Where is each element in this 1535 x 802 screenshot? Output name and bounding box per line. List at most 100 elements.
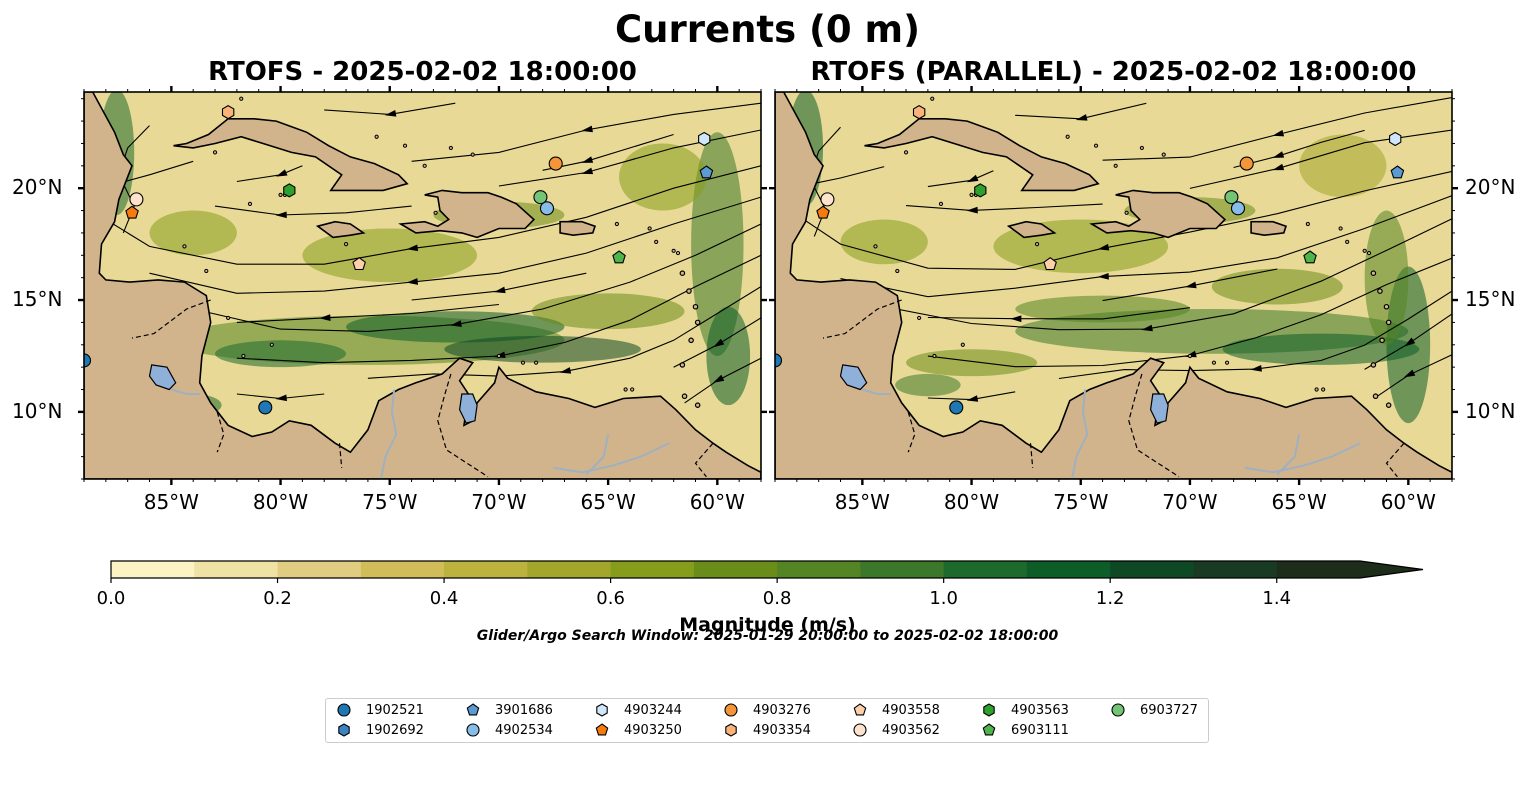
legend-marker xyxy=(466,703,480,716)
legend-marker xyxy=(725,723,737,737)
streamline-arrow xyxy=(581,125,593,133)
small-island xyxy=(422,163,427,168)
platform-marker-4903250 xyxy=(125,205,139,219)
small-island xyxy=(895,268,900,274)
small-island xyxy=(969,192,974,198)
streamline xyxy=(236,303,499,323)
river xyxy=(171,388,200,395)
land-puerto-rico xyxy=(559,220,597,237)
y-tick-label: 15°N xyxy=(12,287,63,312)
legend-entry-4902534: 4902534 xyxy=(465,722,553,738)
island xyxy=(1377,288,1383,294)
platform-marker-4903562 xyxy=(820,192,835,207)
platform-marker-4903354 xyxy=(912,104,926,120)
small-island xyxy=(1362,248,1367,253)
island xyxy=(1370,362,1377,368)
colorbar-segment xyxy=(444,561,528,578)
streamline-arrow xyxy=(1272,163,1285,171)
current-speed-patch xyxy=(619,143,707,211)
hexagon-marker-icon xyxy=(983,703,995,717)
colorbar-segment xyxy=(777,561,861,578)
platform-marker-1902521 xyxy=(258,400,273,415)
colorbar-segment xyxy=(610,561,695,578)
small-island xyxy=(343,242,349,247)
colorbar-segment xyxy=(1276,561,1361,578)
island xyxy=(686,288,692,294)
platform-marker-6903111 xyxy=(1303,250,1317,264)
current-speed-patch xyxy=(1299,134,1387,198)
legend-marker xyxy=(853,703,867,716)
small-island xyxy=(873,244,878,249)
hexagon-marker-icon xyxy=(338,723,350,737)
country-border xyxy=(1029,443,1034,468)
small-island xyxy=(247,201,253,206)
current-speed-patch xyxy=(706,306,751,406)
colorbar-tick-label: 1.4 xyxy=(1262,588,1292,609)
legend-marker xyxy=(596,703,608,717)
small-island xyxy=(1124,210,1129,215)
small-island xyxy=(239,96,244,101)
island xyxy=(688,337,694,344)
legend-label: 4903244 xyxy=(624,702,682,718)
streamline-arrow xyxy=(319,314,331,321)
platform-marker-1902521 xyxy=(775,353,783,368)
country-border xyxy=(131,299,211,339)
current-speed-patch xyxy=(906,349,1038,377)
platform-marker-6903727 xyxy=(1224,190,1239,205)
y-tick-label: 20°N xyxy=(1465,175,1516,200)
streamline-arrow xyxy=(1097,272,1109,280)
map-frame xyxy=(83,91,762,480)
circle-marker-icon xyxy=(337,703,351,717)
current-speed-patch xyxy=(346,311,565,343)
streamline-arrow xyxy=(712,374,725,383)
small-island xyxy=(448,145,453,151)
current-speed-patch xyxy=(691,132,744,356)
y-tick-label: 10°N xyxy=(1465,398,1516,423)
island xyxy=(1370,270,1377,276)
legend-label: 4903558 xyxy=(882,702,940,718)
streamline xyxy=(498,129,761,187)
island xyxy=(692,303,699,310)
small-island xyxy=(1211,360,1217,365)
legend-marker xyxy=(338,723,350,737)
colorbar-tick-label: 0.6 xyxy=(596,588,625,609)
current-speed-patch xyxy=(531,293,685,330)
river xyxy=(380,389,398,479)
small-island xyxy=(917,315,922,321)
x-tick-label: 85°W xyxy=(834,490,890,514)
small-island xyxy=(1338,226,1343,231)
streamline-arrow xyxy=(713,338,725,348)
legend-marker xyxy=(853,723,867,737)
colorbar-tick-label: 0.2 xyxy=(263,588,292,609)
small-island xyxy=(1305,221,1310,227)
legend-entry-4903250: 4903250 xyxy=(594,722,682,738)
small-island xyxy=(614,221,619,227)
colorbar-segment xyxy=(860,561,945,578)
small-island xyxy=(269,342,274,347)
streamline xyxy=(927,257,1452,368)
colorbar-segment xyxy=(943,561,1028,578)
legend-entry-6903111: 6903111 xyxy=(981,722,1069,738)
map-panel-rtofs xyxy=(78,86,767,485)
small-island xyxy=(1034,242,1040,247)
streamline xyxy=(236,254,761,364)
land-mainland xyxy=(84,92,761,479)
land-hispaniola xyxy=(1089,189,1227,239)
river xyxy=(1244,442,1361,474)
small-island xyxy=(533,360,539,365)
streamline-arrow xyxy=(1185,281,1197,289)
streamline-arrow xyxy=(1403,369,1416,378)
streamline xyxy=(927,307,1190,320)
streamline-arrow xyxy=(1010,315,1022,323)
legend-marker xyxy=(724,703,738,717)
land-jamaica xyxy=(315,220,366,239)
colorbar-tick-label: 1.0 xyxy=(929,588,958,609)
colorbar-segment xyxy=(1026,561,1111,578)
small-island xyxy=(903,150,909,155)
small-island xyxy=(402,143,408,148)
small-island xyxy=(654,239,659,244)
colorbar-segment xyxy=(527,561,612,578)
streamline-arrow xyxy=(275,394,288,402)
platform-marker-4903244 xyxy=(698,131,711,147)
panel-title-rtofs-parallel: RTOFS (PARALLEL) - 2025-02-02 18:00:00 xyxy=(810,57,1417,87)
